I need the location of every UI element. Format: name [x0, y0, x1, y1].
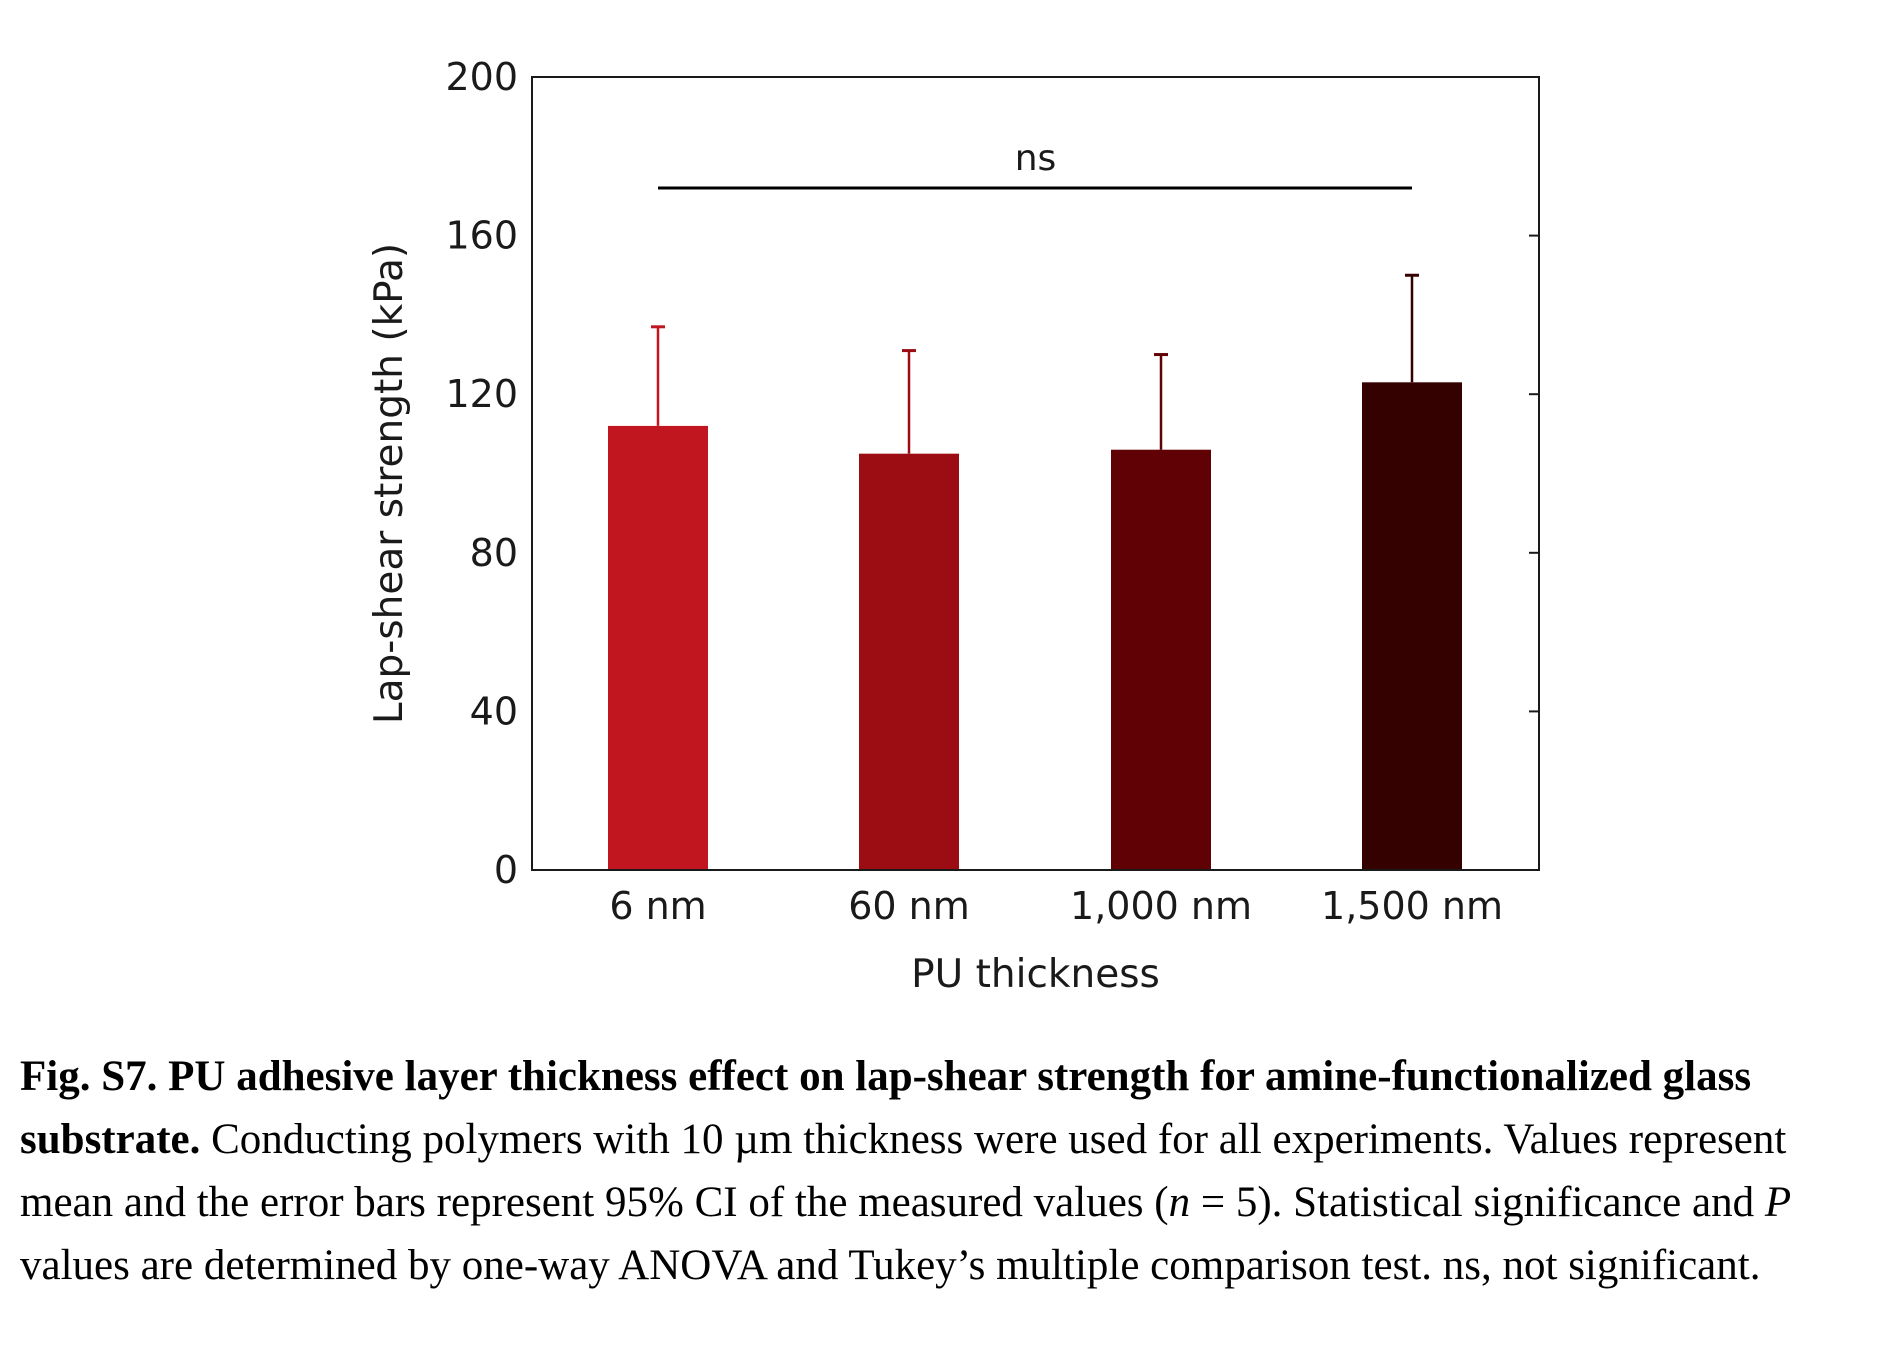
x-tick-label: 60 nm — [848, 884, 970, 928]
y-axis-title: Lap-shear strength (kPa) — [367, 243, 412, 724]
x-tick-label: 6 nm — [609, 884, 706, 928]
caption-p-variable: P — [1764, 1179, 1792, 1226]
y-axis: 0 40 80 120 160 200 — [445, 55, 1539, 892]
error-bars — [651, 273, 1419, 454]
y-tick-label: 0 — [494, 848, 518, 892]
x-tick-label: 1,000 nm — [1070, 884, 1252, 928]
x-axis-title: PU thickness — [911, 952, 1160, 997]
y-tick-label: 40 — [470, 689, 518, 733]
caption-text: = 5). Statistical significance and — [1190, 1179, 1765, 1226]
figure-caption: Fig. S7. PU adhesive layer thickness eff… — [20, 1045, 1865, 1297]
y-tick-label: 200 — [445, 55, 518, 99]
caption-text: Conducting polymers with 10 µm thickness… — [20, 1116, 1787, 1226]
bars — [608, 382, 1462, 870]
y-tick-label: 160 — [445, 214, 518, 258]
y-tick-label: 80 — [470, 531, 518, 575]
y-tick-label: 120 — [445, 372, 518, 416]
x-axis: 6 nm 60 nm 1,000 nm 1,500 nm — [609, 884, 1503, 928]
caption-n-variable: n — [1168, 1179, 1191, 1226]
bar — [1111, 449, 1211, 870]
bar-chart: 0 40 80 120 160 200 6 nm 60 nm 1,000 nm 1,500 nm… — [367, 55, 1540, 997]
significance-label: ns — [1015, 138, 1057, 179]
caption-title: Fig. S7. PU adhesive layer thickness eff… — [20, 1053, 1752, 1163]
bar — [608, 425, 708, 870]
plot-frame — [531, 76, 1540, 871]
x-tick-label: 1,500 nm — [1321, 884, 1503, 928]
bar — [859, 453, 959, 870]
bar — [1362, 382, 1462, 870]
significance-annotation: ns — [658, 138, 1412, 190]
caption-text: values are determined by one-way ANOVA a… — [20, 1242, 1761, 1289]
